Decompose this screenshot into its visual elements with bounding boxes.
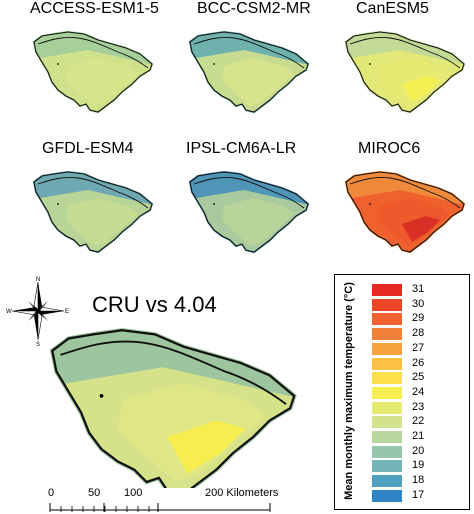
- panel-map-4: [32, 170, 154, 254]
- legend-label-17: 17: [412, 488, 425, 501]
- panel3-boundary: [345, 31, 465, 113]
- legend-swatch-25: [372, 372, 402, 385]
- legend-swatch-23: [372, 401, 402, 414]
- legend-label-21: 21: [412, 430, 425, 442]
- main-river: [60, 340, 287, 405]
- compass-n: N: [36, 277, 40, 283]
- panel-title-6: MIROC6: [358, 140, 421, 157]
- compass-s: S: [36, 342, 40, 346]
- panel2-boundary: [189, 31, 309, 113]
- panel-map-5: [188, 170, 310, 254]
- scale-label-1: 50: [88, 487, 101, 499]
- panel-title-2: BCC-CSM2-MR: [197, 0, 311, 17]
- legend-label-27: 27: [412, 341, 425, 354]
- panel5-river: [193, 177, 305, 209]
- panel6-warm-zone: [402, 216, 440, 242]
- legend-swatch-24: [372, 386, 402, 399]
- scale-label-2: 100: [124, 487, 143, 499]
- compass-w: W: [6, 309, 12, 315]
- legend-swatch-17: [372, 489, 402, 502]
- panel3-warm-zone: [402, 76, 440, 102]
- panel1-station-dot: [57, 63, 59, 65]
- panel3-station-dot: [369, 63, 371, 65]
- scale-bar: [49, 503, 271, 512]
- legend-label-24: 24: [412, 385, 425, 398]
- legend-label-19: 19: [412, 459, 425, 472]
- legend-swatch-21: [372, 431, 402, 443]
- legend-label-31: 31: [412, 283, 425, 295]
- panel-title-3: CanESM5: [356, 0, 429, 17]
- legend-label-30: 30: [412, 297, 425, 310]
- legend-label-23: 23: [412, 400, 425, 413]
- scale-label-0: 0: [48, 487, 55, 499]
- panel1-boundary: [33, 31, 153, 113]
- compass-e: E: [65, 309, 69, 315]
- legend-swatch-29: [372, 313, 402, 326]
- legend-label-26: 26: [412, 356, 425, 369]
- legend-swatch-22: [372, 416, 402, 429]
- north-arrow-compass-icon: N S E W: [6, 277, 69, 346]
- panel2-station-dot: [213, 63, 215, 65]
- legend-label-22: 22: [412, 415, 425, 428]
- legend-title: Mean monthly maximum temperature (°C): [343, 282, 355, 500]
- legend-swatch-26: [372, 357, 402, 370]
- legend-swatch-18: [372, 475, 402, 488]
- panel1-river: [37, 37, 149, 69]
- panel4-river: [37, 177, 149, 209]
- panel-title-5: IPSL-CM6A-LR: [186, 140, 297, 157]
- legend-swatch-28: [372, 328, 402, 341]
- panel-title-1: ACCESS-ESM1-5: [30, 0, 159, 17]
- main-map: [49, 328, 297, 488]
- legend-label-18: 18: [412, 474, 425, 487]
- panel4-station-dot: [57, 203, 59, 205]
- main-warm-zone: [167, 420, 245, 474]
- legend-swatch-27: [372, 342, 402, 355]
- panel-map-1: [32, 30, 154, 114]
- main-map-title: CRU vs 4.04: [92, 292, 217, 317]
- panel-map-3: [344, 30, 466, 114]
- panel-title-4: GFDL-ESM4: [42, 140, 134, 157]
- legend-label-20: 20: [412, 444, 425, 457]
- legend-swatch-31: [372, 284, 402, 296]
- temperature-legend: Mean monthly maximum temperature (°C) 31…: [334, 274, 472, 512]
- panel4-boundary: [33, 171, 153, 253]
- panel3-river: [349, 37, 461, 69]
- panel6-station-dot: [369, 203, 371, 205]
- panel6-boundary: [345, 171, 465, 253]
- panel5-station-dot: [213, 203, 215, 205]
- panel-map-6: [344, 170, 466, 254]
- legend-label-25: 25: [412, 371, 425, 384]
- legend-label-29: 29: [412, 312, 425, 325]
- main-station-dot: [99, 394, 104, 398]
- legend-frame: [334, 274, 470, 510]
- legend-swatch-19: [372, 460, 402, 473]
- legend-swatch-30: [372, 298, 402, 311]
- legend-label-28: 28: [412, 327, 425, 340]
- panel-map-2: [188, 30, 310, 114]
- panel5-boundary: [189, 171, 309, 253]
- scale-label-3: 200 Kilometers: [205, 487, 279, 499]
- legend-swatch-20: [372, 445, 402, 458]
- panel6-river: [349, 177, 461, 209]
- panel2-river: [193, 37, 305, 69]
- main-boundary: [51, 329, 296, 488]
